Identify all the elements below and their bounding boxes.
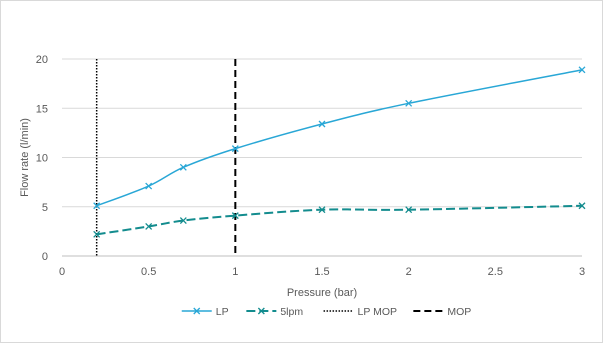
tick-labels: 0 5 10 15 20 0 0.5 1 1.5 2 2.5 3 [36,54,585,278]
data-point-lp [179,163,187,171]
legend-label-lp-mop: LP MOP [358,306,398,318]
marker-stroke [405,99,413,107]
legend-label-mop: MOP [447,306,471,318]
data-point-5lpm [231,212,239,220]
data-point-lp [231,145,239,153]
legend: LP 5lpm LP MOP MOP [181,306,471,318]
x-tick-label: 1 [232,266,238,278]
legend-marker-5lpm [257,307,265,315]
data-point-lp [318,120,326,128]
x-tick-label: 1.5 [314,266,329,278]
data-point-lp [93,202,101,210]
series-line-5lpm [96,204,583,236]
gridlines [62,58,582,208]
marker-stroke [145,182,153,190]
marker-stroke [179,217,187,224]
y-tick-label: 5 [42,202,48,214]
marker-stroke [405,206,413,214]
x-axis-title: Pressure (bar) [287,287,357,299]
marker-stroke [578,66,586,74]
data-point-5lpm [145,222,153,230]
data-point-5lpm [179,217,187,224]
x-tick-label: 3 [579,266,585,278]
marker-stroke [318,120,326,128]
x-tick-label: 2 [406,266,412,278]
legend-item-lp: LP [181,306,229,318]
x-tick-label: 0 [59,266,65,278]
y-tick-label: 20 [36,54,48,66]
series [93,66,586,238]
data-point-lp [578,66,586,74]
y-tick-label: 10 [36,153,48,165]
y-tick-label: 15 [36,103,48,115]
data-point-5lpm [405,206,413,214]
y-axis-title: Flow rate (l/min) [19,118,31,197]
marker-stroke [193,307,201,315]
data-point-5lpm [578,202,586,210]
legend-label-lp: LP [216,306,229,318]
data-point-5lpm [93,230,101,238]
marker-stroke [231,212,239,220]
marker-stroke [93,230,101,238]
marker-stroke [318,206,326,214]
legend-item-lp-mop: LP MOP [323,306,398,318]
data-point-lp [145,182,153,190]
y-tick-label: 0 [42,251,48,263]
series-line-lp [96,69,583,207]
legend-item-5lpm: 5lpm [246,306,303,318]
legend-item-mop: MOP [413,306,471,318]
marker-stroke [578,202,586,210]
marker-stroke [93,202,101,210]
legend-marker-lp [193,307,201,315]
data-point-5lpm [318,206,326,214]
marker-stroke [179,163,187,171]
marker-stroke [145,222,153,230]
x-tick-label: 2.5 [488,266,503,278]
data-point-lp [405,99,413,107]
marker-stroke [257,307,265,315]
marker-stroke [231,145,239,153]
x-tick-label: 0.5 [141,266,156,278]
legend-label-5lpm: 5lpm [280,306,303,318]
